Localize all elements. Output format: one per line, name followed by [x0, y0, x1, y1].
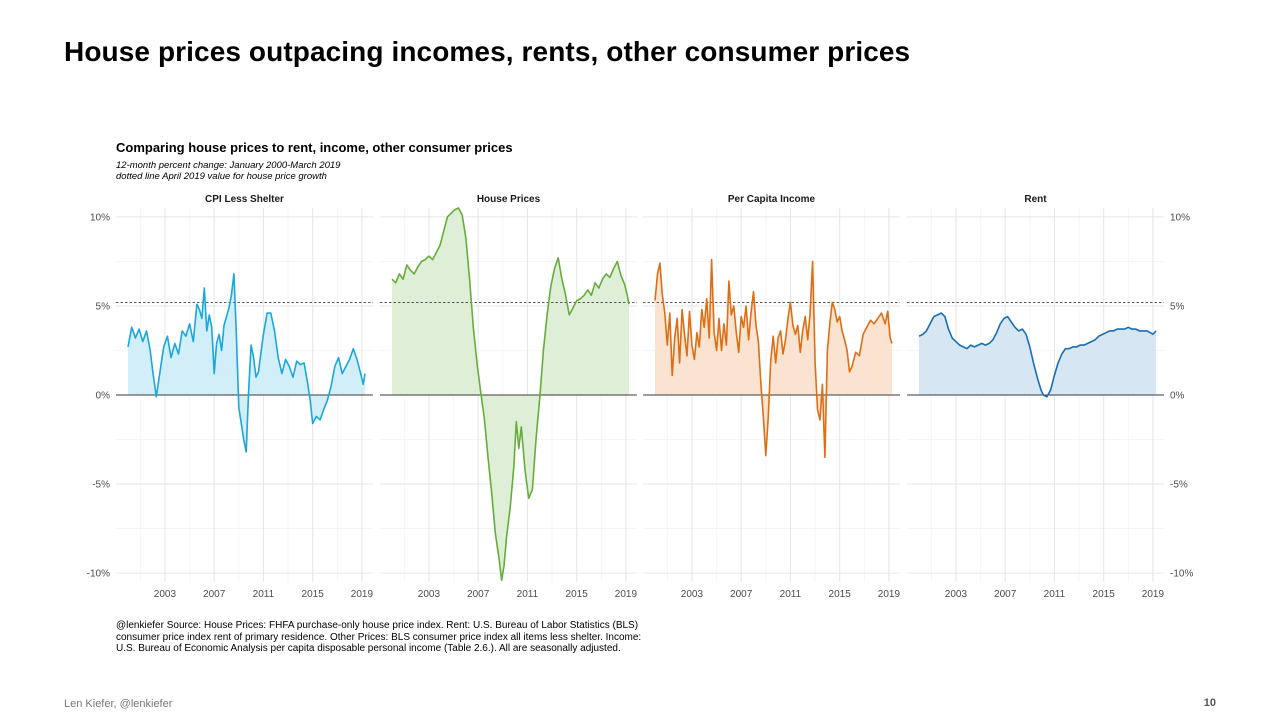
- x-tick-label: 2007: [994, 589, 1017, 600]
- y-tick-label-right: -10%: [1170, 569, 1193, 580]
- series-line: [918, 312, 1157, 398]
- y-tick-label-left: 10%: [90, 212, 110, 223]
- panel-rent: Rent 2003 2007 2011 2015 2019: [907, 194, 1164, 600]
- y-tick-label-right: 5%: [1170, 301, 1185, 312]
- series-area: [919, 313, 1156, 397]
- x-tick-label: 2019: [1142, 589, 1165, 600]
- slide-title: House prices outpacing incomes, rents, o…: [64, 36, 911, 67]
- panel-title: House Prices: [477, 194, 541, 205]
- x-tick-label: 2007: [203, 589, 226, 600]
- x-tick-label: 2015: [302, 589, 325, 600]
- panel-title: Per Capita Income: [728, 194, 816, 205]
- y-tick-label-left: 0%: [96, 391, 111, 402]
- x-tick-label: 2015: [566, 589, 589, 600]
- page-number: 10: [1203, 697, 1216, 709]
- series-area: [655, 259, 892, 458]
- y-tick-label-right: 10%: [1170, 212, 1190, 223]
- x-tick-label: 2019: [351, 589, 374, 600]
- x-tick-label: 2007: [730, 589, 753, 600]
- source-note-line-1: @lenkiefer Source: House Prices: FHFA pu…: [116, 620, 639, 631]
- panel-per-capita-income: Per Capita Income 2003 2007 2011 2015 2019: [643, 194, 900, 600]
- x-tick-label: 2011: [780, 589, 802, 600]
- x-tick-label: 2019: [615, 589, 638, 600]
- y-tick-label-left: -10%: [87, 569, 110, 580]
- series-area: [392, 208, 629, 581]
- x-tick-label: 2003: [681, 589, 704, 600]
- x-tick-label: 2015: [1093, 589, 1116, 600]
- series-line: [127, 273, 366, 453]
- chart-title: Comparing house prices to rent, income, …: [116, 140, 513, 155]
- x-tick-label: 2003: [418, 589, 441, 600]
- series-line: [391, 207, 630, 581]
- series-area: [128, 273, 365, 452]
- chart-subtitle-line-1: 12-month percent change: January 2000-Ma…: [116, 160, 341, 171]
- panel-house-prices: House Prices 2003 2007 2011 2015 2019: [380, 194, 637, 600]
- footer-author: Len Kiefer, @lenkiefer: [64, 698, 173, 710]
- series-line: [654, 258, 893, 459]
- y-tick-label-right: 0%: [1170, 391, 1185, 402]
- x-tick-label: 2003: [945, 589, 968, 600]
- chart-subtitle-line-2: dotted line April 2019 value for house p…: [116, 171, 327, 182]
- x-tick-label: 2015: [829, 589, 852, 600]
- source-note-line-3: U.S. Bureau of Economic Analysis per cap…: [116, 643, 621, 654]
- x-tick-label: 2007: [467, 589, 490, 600]
- x-tick-label: 2011: [253, 589, 275, 600]
- x-tick-label: 2011: [1044, 589, 1066, 600]
- panel-title: Rent: [1024, 194, 1047, 205]
- x-tick-label: 2011: [517, 589, 539, 600]
- source-note: @lenkiefer Source: House Prices: FHFA pu…: [116, 620, 696, 655]
- x-tick-label: 2003: [154, 589, 177, 600]
- y-tick-label-left: -5%: [92, 480, 110, 491]
- panel-cpi-less-shelter: CPI Less Shelter 2003 2007 2011 2015 2019: [116, 194, 373, 600]
- source-note-line-2: consumer price index rent of primary res…: [116, 631, 642, 643]
- x-tick-label: 2019: [878, 589, 901, 600]
- y-tick-label-left: 5%: [96, 301, 111, 312]
- panel-title: CPI Less Shelter: [205, 194, 284, 205]
- y-tick-label-right: -5%: [1170, 480, 1188, 491]
